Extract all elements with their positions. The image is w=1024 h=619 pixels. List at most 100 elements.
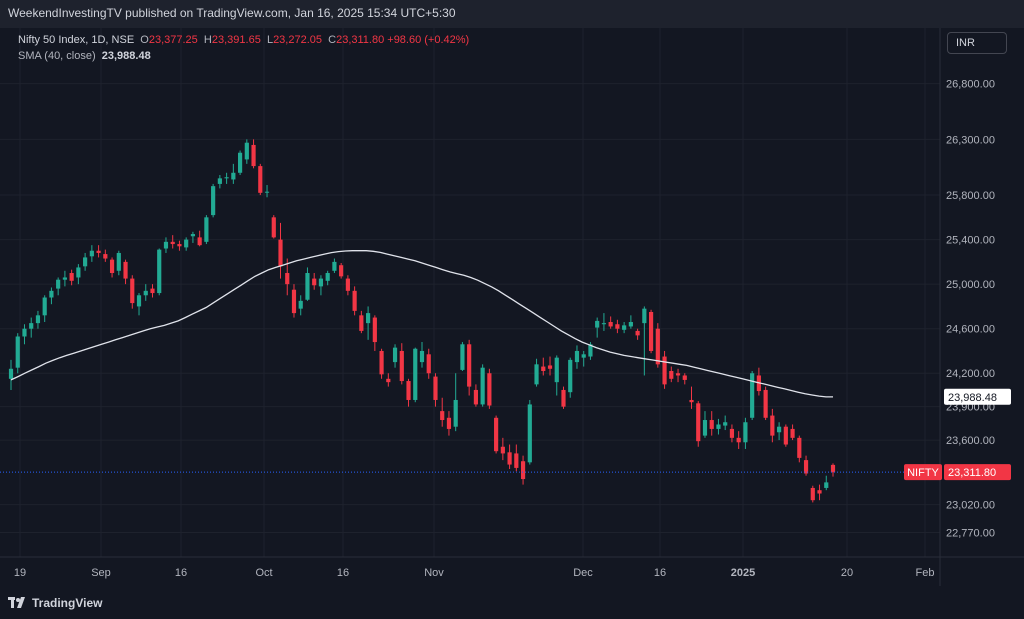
candle-down xyxy=(96,250,101,253)
candle-down xyxy=(150,288,155,294)
candle-down xyxy=(379,350,384,375)
candle-down xyxy=(803,460,809,474)
candle-up xyxy=(642,308,647,324)
sma-price-label: 23,988.48 xyxy=(948,392,997,404)
candle-down xyxy=(170,241,175,245)
low-label: L xyxy=(266,34,274,46)
symbol-tag xyxy=(904,464,942,481)
candle-down xyxy=(433,376,438,400)
candle-up xyxy=(157,249,162,294)
candle-up xyxy=(743,422,748,443)
time-tick-label: Oct xyxy=(255,567,272,579)
candle-down xyxy=(736,437,741,443)
candle-up xyxy=(298,300,303,309)
candle-up xyxy=(601,323,607,325)
candle-up xyxy=(716,424,721,429)
candle-down xyxy=(197,237,202,246)
candle-up xyxy=(62,277,67,280)
candle-up xyxy=(224,177,229,179)
open-value: 23,377.25 xyxy=(148,34,198,46)
time-tick-label: 20 xyxy=(841,567,853,579)
candle-up xyxy=(480,367,485,405)
time-tick-label: Sep xyxy=(91,567,111,579)
price-tick-label: 22,770.00 xyxy=(946,527,995,539)
candle-up xyxy=(595,320,600,328)
candle-down xyxy=(520,461,526,480)
candle-down xyxy=(440,411,445,421)
candle-up xyxy=(237,152,243,173)
candle-up xyxy=(588,344,593,357)
candle-down xyxy=(797,437,802,458)
candle-down xyxy=(608,322,613,327)
candle-down xyxy=(648,311,654,351)
candle-up xyxy=(460,344,465,370)
close-value: 23,311.80 xyxy=(336,34,385,46)
candle-down xyxy=(709,420,714,429)
candle-up xyxy=(190,234,196,237)
candle-down xyxy=(372,317,377,343)
low-value: 23,272.05 xyxy=(273,34,322,46)
candle-up xyxy=(184,239,189,248)
price-tick-label: 25,400.00 xyxy=(946,235,995,247)
candle-up xyxy=(76,267,81,278)
symbol-name: Nifty 50 Index, 1D, NSE xyxy=(18,34,135,46)
candle-up xyxy=(35,315,41,324)
price-tick-label: 23,600.00 xyxy=(946,435,995,447)
candle-down xyxy=(669,371,674,379)
candle-down xyxy=(500,446,505,454)
candle-down xyxy=(103,254,108,259)
candle-up xyxy=(15,336,20,368)
currency-button[interactable]: INR xyxy=(947,32,1007,54)
price-tick-label: 25,800.00 xyxy=(946,190,995,202)
candle-up xyxy=(163,241,169,249)
candle-up xyxy=(325,273,330,281)
candle-up xyxy=(628,322,633,327)
candle-down xyxy=(352,290,357,311)
candle-up xyxy=(244,142,249,160)
candle-down xyxy=(285,273,290,285)
candle-down xyxy=(345,278,350,291)
candle-up xyxy=(231,172,236,180)
candle-down xyxy=(258,166,263,193)
candle-up xyxy=(143,290,148,296)
candle-down xyxy=(830,464,836,473)
candle-up xyxy=(392,347,398,363)
price-chart[interactable]: 26,800.00 26,300.00 25,800.00 25,400.00 25,0… xyxy=(0,28,1024,586)
tradingview-logo[interactable]: TradingView xyxy=(8,596,102,610)
candle-up xyxy=(413,348,418,400)
candle-down xyxy=(359,315,364,331)
candle-up xyxy=(56,279,61,289)
open-label: O xyxy=(140,34,149,46)
candle-up xyxy=(574,350,580,363)
candle-up xyxy=(318,278,324,287)
candle-up xyxy=(366,313,371,324)
candle-down xyxy=(123,261,128,279)
high-label: H xyxy=(203,34,212,46)
candle-up xyxy=(29,323,34,329)
candle-down xyxy=(547,365,553,369)
candle-up xyxy=(22,328,27,337)
price-tick-label: 24,600.00 xyxy=(946,324,995,336)
candle-down xyxy=(655,328,660,365)
candle-down xyxy=(446,417,452,429)
sma-value: 23,988.48 xyxy=(101,50,151,62)
candle-down xyxy=(291,289,297,314)
symbol-tag-label: NIFTY xyxy=(907,467,939,479)
candle-up xyxy=(777,426,782,433)
candle-down xyxy=(339,265,344,277)
candle-up xyxy=(204,217,209,242)
candle-up xyxy=(8,368,14,379)
time-tick-label: 2025 xyxy=(731,567,755,579)
publish-bar: WeekendInvestingTV published on TradingV… xyxy=(0,0,1024,28)
candle-down xyxy=(426,354,431,374)
candle-down xyxy=(130,278,135,304)
sma-line xyxy=(10,250,833,398)
candle-down xyxy=(399,350,404,382)
currency-label: INR xyxy=(956,37,975,49)
chart-area[interactable]: 26,800.00 26,300.00 25,800.00 25,400.00 25,0… xyxy=(0,28,1024,586)
footer xyxy=(0,586,1024,619)
candle-up xyxy=(419,350,425,363)
sma-price-tag xyxy=(944,388,1011,405)
last-price-tag xyxy=(944,464,1011,481)
price-tick-label: 23,020.00 xyxy=(946,500,995,512)
